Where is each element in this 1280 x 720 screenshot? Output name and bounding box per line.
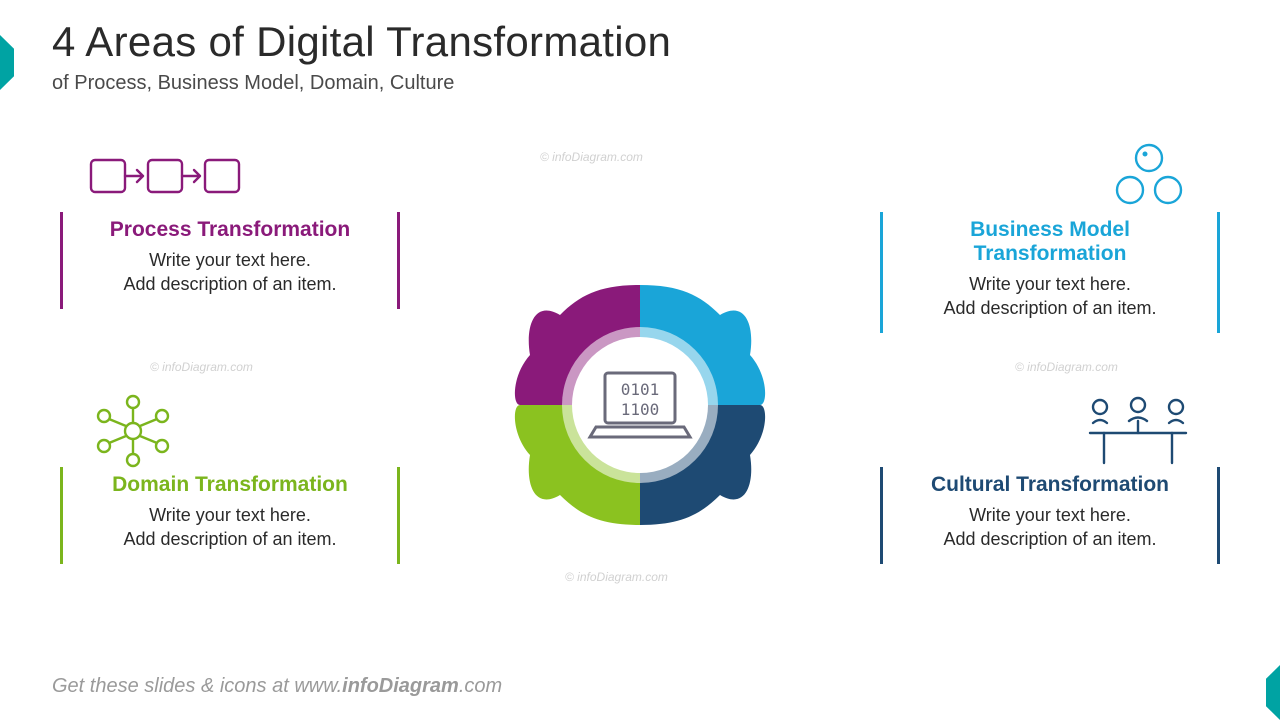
quadrant-domain-body: Domain Transformation Write your text he… [60,467,400,564]
quadrant-process: Process Transformation Write your text h… [60,140,400,309]
quadrant-culture: Cultural Transformation Write your text … [880,395,1220,564]
watermark: © infoDiagram.com [540,150,643,164]
center-ring: 0101 1100 [490,255,790,555]
accent-notch-top [0,35,14,90]
quadrant-business-body: Business Model Transformation Write your… [880,212,1220,333]
page-title: 4 Areas of Digital Transformation [52,18,671,66]
quadrant-culture-desc: Write your text here. Add description of… [897,503,1203,552]
page-subtitle: of Process, Business Model, Domain, Cult… [52,72,454,95]
quadrant-business-desc: Write your text here. Add description of… [897,272,1203,321]
watermark: © infoDiagram.com [1015,360,1118,374]
watermark: © infoDiagram.com [565,570,668,584]
quadrant-domain-title: Domain Transformation [77,473,383,497]
network-hub-icon [60,395,400,467]
laptop-binary-icon: 0101 1100 [590,373,690,437]
footer-suffix: .com [459,675,502,697]
quadrant-process-body: Process Transformation Write your text h… [60,212,400,309]
footer-prefix: Get these slides & icons at www. [52,675,342,697]
quadrant-process-title: Process Transformation [77,218,383,242]
svg-text:1100: 1100 [621,400,660,419]
flow-arrows-icon [60,140,400,212]
footer-bold: infoDiagram [342,675,459,697]
quadrant-process-desc: Write your text here. Add description of… [77,248,383,297]
circles-three-icon [880,140,1220,212]
quadrant-culture-body: Cultural Transformation Write your text … [880,467,1220,564]
quadrant-culture-title: Cultural Transformation [897,473,1203,497]
quadrant-business-title: Business Model Transformation [897,218,1203,266]
quadrant-business: Business Model Transformation Write your… [880,140,1220,333]
quadrant-domain: Domain Transformation Write your text he… [60,395,400,564]
watermark: © infoDiagram.com [150,360,253,374]
slide: 4 Areas of Digital Transformation of Pro… [0,0,1280,720]
people-table-icon [880,395,1220,467]
footer-text: Get these slides & icons at www.infoDiag… [52,675,502,698]
accent-notch-bottom [1266,665,1280,720]
svg-text:0101: 0101 [621,380,660,399]
quadrant-domain-desc: Write your text here. Add description of… [77,503,383,552]
